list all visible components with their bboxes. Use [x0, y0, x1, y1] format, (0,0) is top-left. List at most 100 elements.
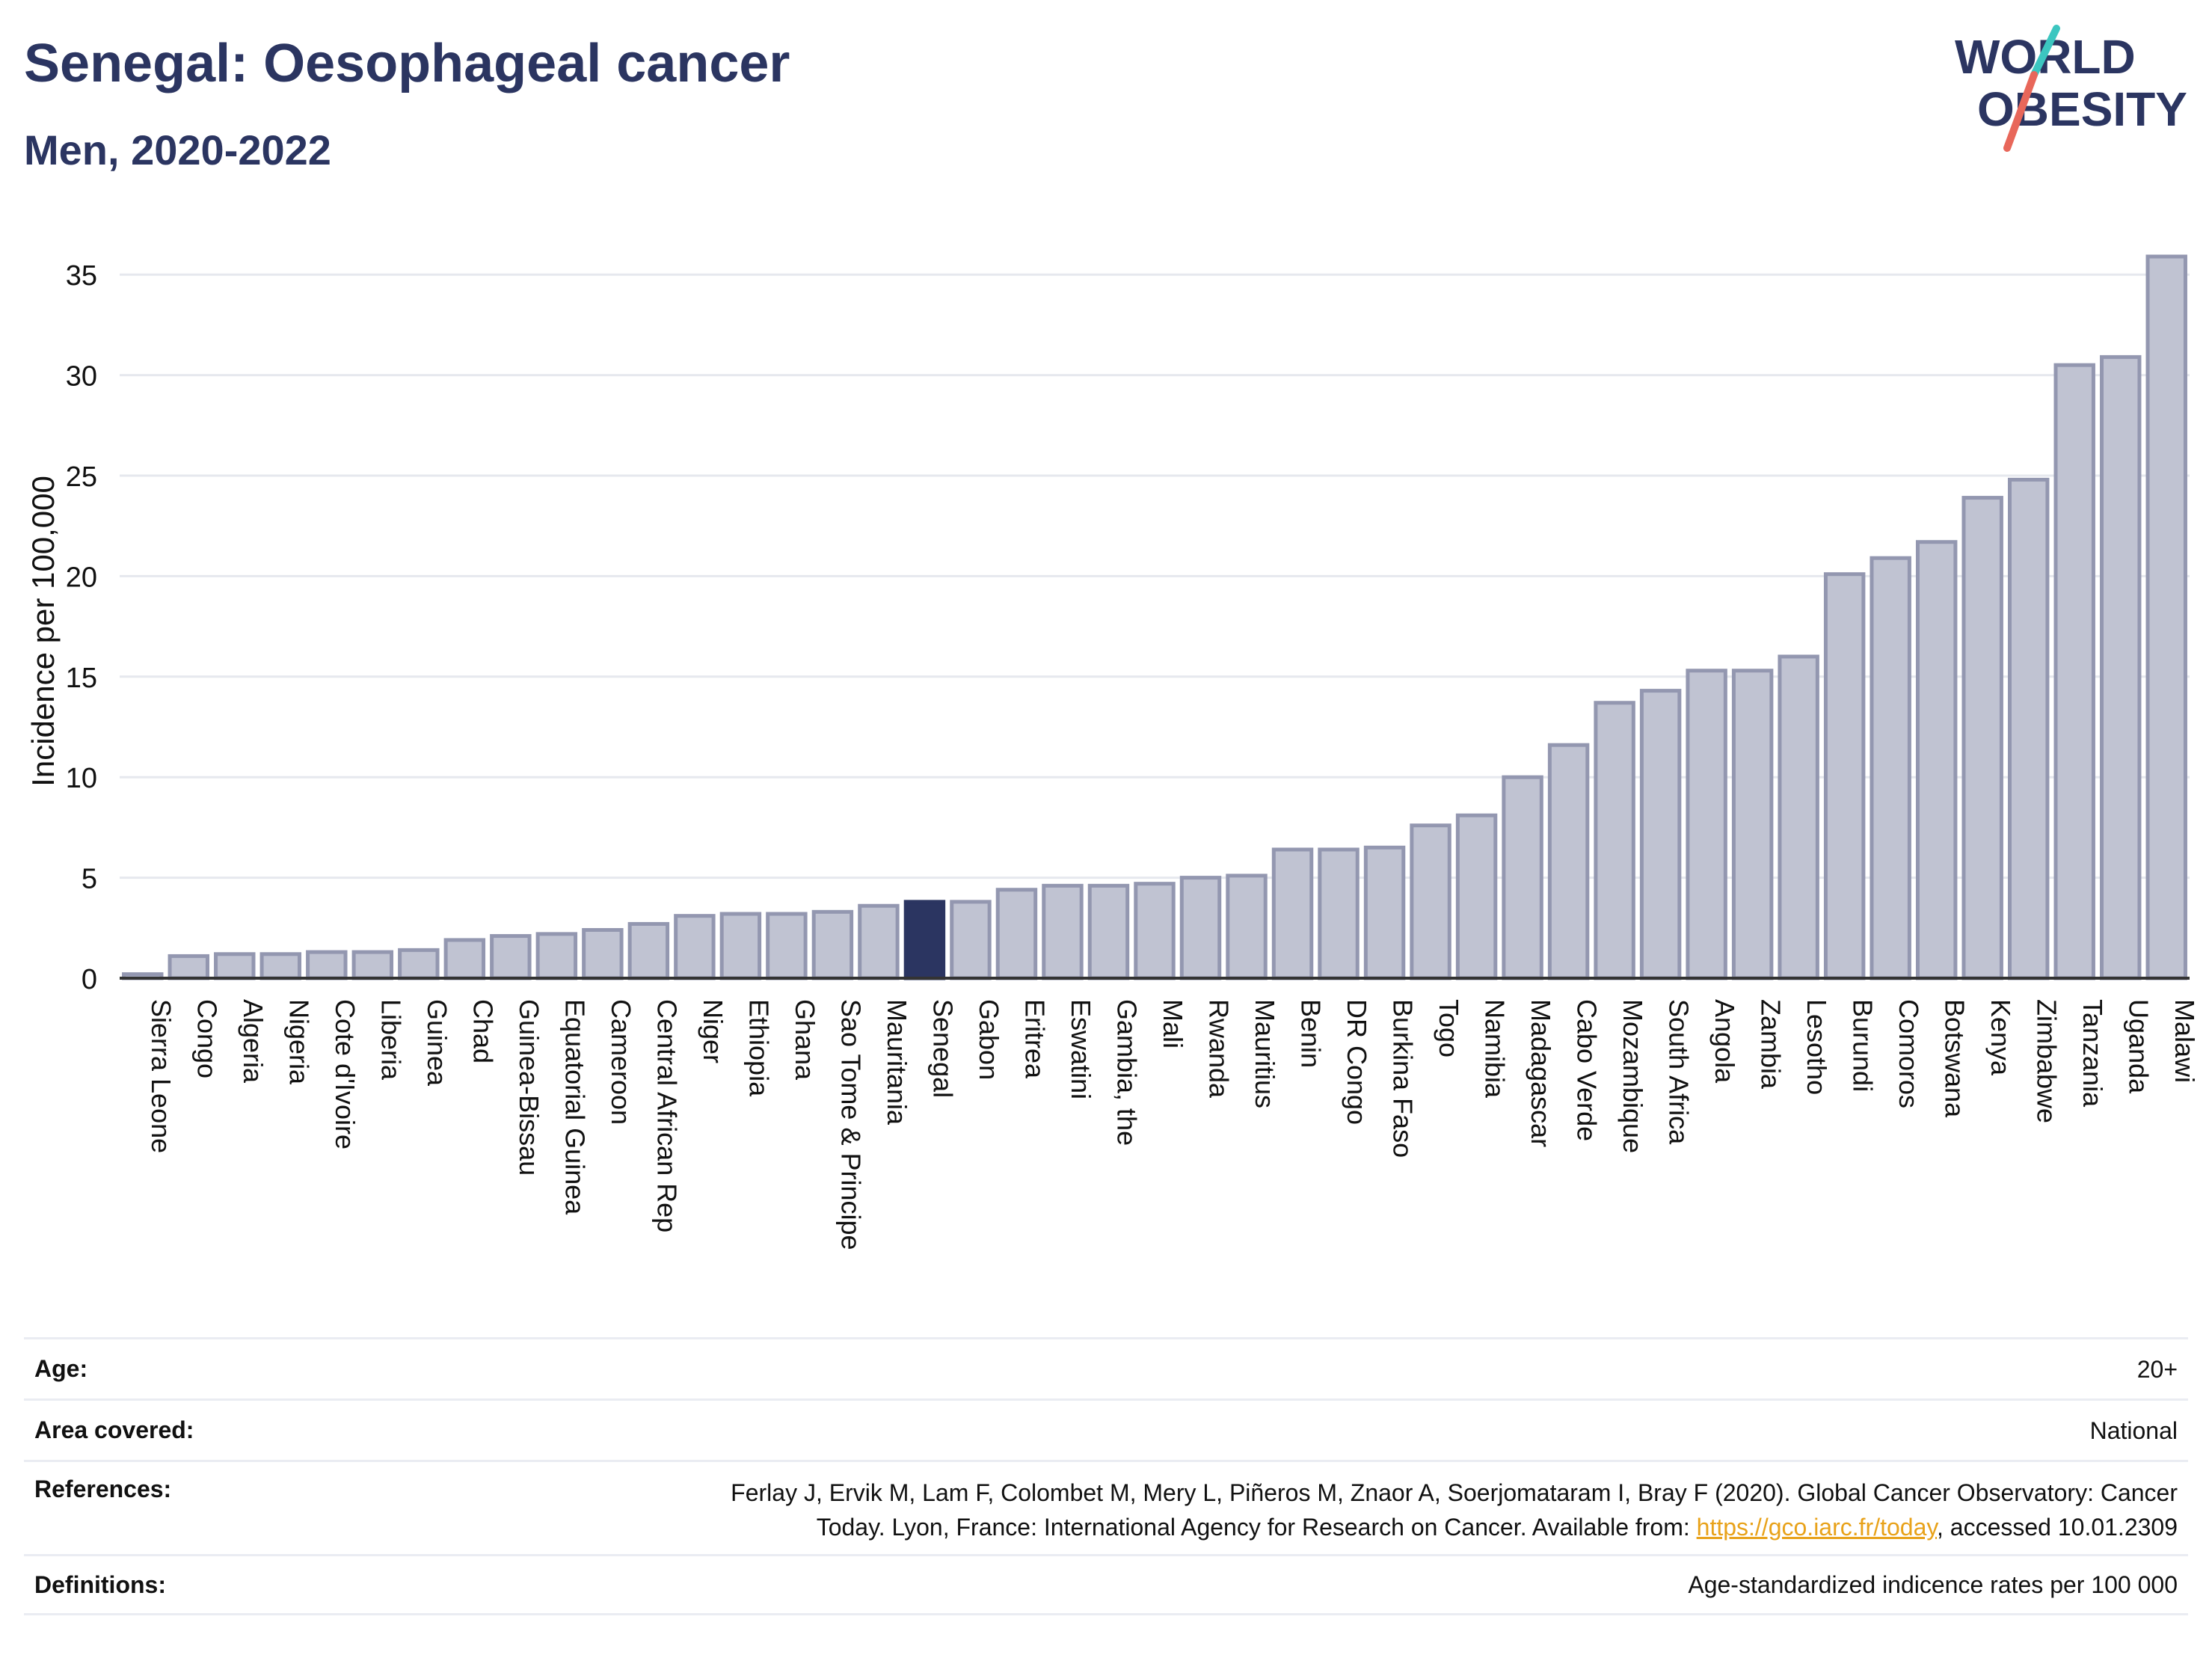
bar-tanzania[interactable]: [2053, 363, 2095, 980]
x-tick-label: Mauritania: [882, 999, 912, 1126]
bar-comoros[interactable]: [1870, 556, 1911, 980]
bar-chart: 0 5 10 15 20 25 30 35 Sierra Leone Congo Algeria N…: [25, 254, 2200, 1250]
bar-mauritania[interactable]: [858, 903, 900, 980]
meta-area-label: Area covered:: [34, 1416, 194, 1443]
bar-mauritius[interactable]: [1226, 873, 1268, 980]
references-text-3: , accessed 10.01.2309: [1936, 1514, 2178, 1541]
bar-mali[interactable]: [1134, 882, 1176, 980]
chart-subtitle: Men, 2020-2022: [24, 126, 331, 174]
references-text-2: Today. Lyon, France: International Agenc…: [816, 1514, 1697, 1541]
x-tick-labels: Sierra Leone Congo Algeria Nigeria Cote d'Iv…: [146, 999, 2200, 1250]
bar-ghana[interactable]: [766, 912, 808, 980]
references-link[interactable]: https://gco.iarc.fr/today: [1696, 1514, 1937, 1541]
bar-congo[interactable]: [168, 954, 209, 980]
meta-references-value: Ferlay J, Ervik M, Lam F, Colombet M, Me…: [731, 1476, 2178, 1544]
references-text-1: Ferlay J, Ervik M, Lam F, Colombet M, Me…: [731, 1479, 2178, 1506]
bar-cameroon[interactable]: [582, 927, 624, 980]
bar-central-african-rep[interactable]: [627, 921, 670, 980]
x-tick-label: Benin: [1296, 999, 1327, 1068]
meta-age-value: 20+: [2136, 1355, 2178, 1383]
x-tick-label: Liberia: [375, 999, 406, 1081]
bar-malawi[interactable]: [2145, 254, 2187, 980]
bar-nigeria[interactable]: [259, 952, 302, 980]
x-tick-label: Senegal: [927, 999, 958, 1098]
x-tick-label: Chad: [467, 999, 498, 1063]
meta-row-references: References: Ferlay J, Ervik M, Lam F, Co…: [24, 1460, 2188, 1554]
bar-niger[interactable]: [674, 914, 716, 980]
x-tick-label: Zambia: [1756, 999, 1787, 1090]
bar-burundi[interactable]: [1823, 572, 1866, 980]
bar-south-africa[interactable]: [1639, 689, 1682, 980]
x-tick-label: Malawi: [2169, 999, 2200, 1083]
x-tick-label: Mauritius: [1250, 999, 1280, 1108]
bar-zambia[interactable]: [1731, 669, 1774, 980]
x-tick-label: Algeria: [238, 999, 268, 1084]
bar-cote-d-ivoire[interactable]: [306, 950, 348, 980]
meta-area-value: National: [2089, 1416, 2178, 1444]
bar-guinea-bissau[interactable]: [490, 934, 532, 980]
bar-chad[interactable]: [443, 938, 486, 980]
bar-uganda[interactable]: [2100, 354, 2142, 980]
bar-gabon[interactable]: [950, 900, 992, 980]
bar-cabo-verde[interactable]: [1547, 743, 1590, 980]
bar-senegal[interactable]: [903, 900, 946, 980]
x-tick-label: Eritrea: [1019, 999, 1050, 1079]
bar-togo[interactable]: [1410, 823, 1451, 980]
x-tick-label: Nigeria: [283, 999, 314, 1085]
bars: [120, 254, 2190, 980]
x-tick-label: Zimbabwe: [2032, 999, 2062, 1123]
bar-benin[interactable]: [1271, 847, 1314, 980]
bar-lesotho[interactable]: [1778, 654, 1819, 980]
x-tick-label: Tanzania: [2077, 999, 2108, 1108]
x-tick-label: Angola: [1709, 999, 1740, 1084]
meta-definitions-label: Definitions:: [34, 1570, 166, 1598]
x-tick-label: Cameroon: [606, 999, 636, 1125]
bar-equatorial-guinea[interactable]: [535, 932, 578, 980]
bar-ethiopia[interactable]: [719, 912, 762, 980]
bar-sao-tome-principe[interactable]: [811, 909, 854, 980]
x-tick-label: Gambia, the: [1111, 999, 1142, 1146]
world-obesity-logo: WORLD OBESITY: [1955, 25, 2187, 152]
bar-angola[interactable]: [1686, 669, 1727, 980]
bar-namibia[interactable]: [1455, 813, 1498, 980]
bar-zimbabwe[interactable]: [2007, 477, 2050, 980]
x-tick-label: Comoros: [1893, 999, 1924, 1108]
x-tick-label: Cabo Verde: [1572, 999, 1603, 1141]
bar-mozambique[interactable]: [1594, 701, 1635, 980]
bar-rwanda[interactable]: [1179, 876, 1222, 980]
bar-dr-congo[interactable]: [1318, 847, 1360, 980]
x-tick-label: Eswatini: [1066, 999, 1096, 1099]
bar-eritrea[interactable]: [995, 888, 1038, 980]
bar-gambia-the[interactable]: [1087, 883, 1130, 980]
x-tick-label: Kenya: [1985, 999, 2016, 1076]
bar-botswana[interactable]: [1915, 540, 1958, 980]
chart-title: Senegal: Oesophageal cancer: [24, 34, 790, 93]
x-tick-label: Rwanda: [1204, 999, 1235, 1099]
y-tick-label: 30: [66, 361, 97, 393]
bar-algeria[interactable]: [214, 952, 256, 980]
x-tick-label: Botswana: [1940, 999, 1970, 1118]
bar-burkina-faso[interactable]: [1363, 845, 1406, 980]
bar-liberia[interactable]: [351, 950, 394, 980]
x-tick-label: Ghana: [790, 999, 820, 1081]
y-tick-label: 25: [66, 461, 97, 493]
x-tick-label: Sierra Leone: [146, 999, 176, 1153]
x-tick-label: Uganda: [2124, 999, 2154, 1094]
bar-eswatini[interactable]: [1042, 883, 1084, 980]
meta-definitions-value: Age-standardized indicence rates per 100…: [1688, 1571, 2178, 1598]
bar-madagascar[interactable]: [1502, 775, 1543, 980]
logo-slash-red-icon: [2003, 71, 2038, 152]
bar-kenya[interactable]: [1961, 496, 2003, 980]
x-tick-label: Togo: [1434, 999, 1464, 1057]
y-axis-label: Incidence per 100,000: [25, 476, 61, 787]
x-tick-label: Mozambique: [1617, 999, 1648, 1153]
metadata-table: Age: 20+ Area covered: National Referenc…: [24, 1337, 2188, 1615]
y-tick-label: 20: [66, 562, 97, 593]
x-tick-label: Cote d'Ivoire: [330, 999, 360, 1149]
x-tick-label: Lesotho: [1801, 999, 1832, 1095]
x-tick-label: Niger: [698, 999, 728, 1063]
x-tick-label: Burkina Faso: [1388, 999, 1419, 1158]
meta-row-age: Age: 20+: [24, 1337, 2188, 1398]
bar-guinea[interactable]: [398, 948, 440, 980]
y-tick-label: 5: [82, 864, 97, 895]
